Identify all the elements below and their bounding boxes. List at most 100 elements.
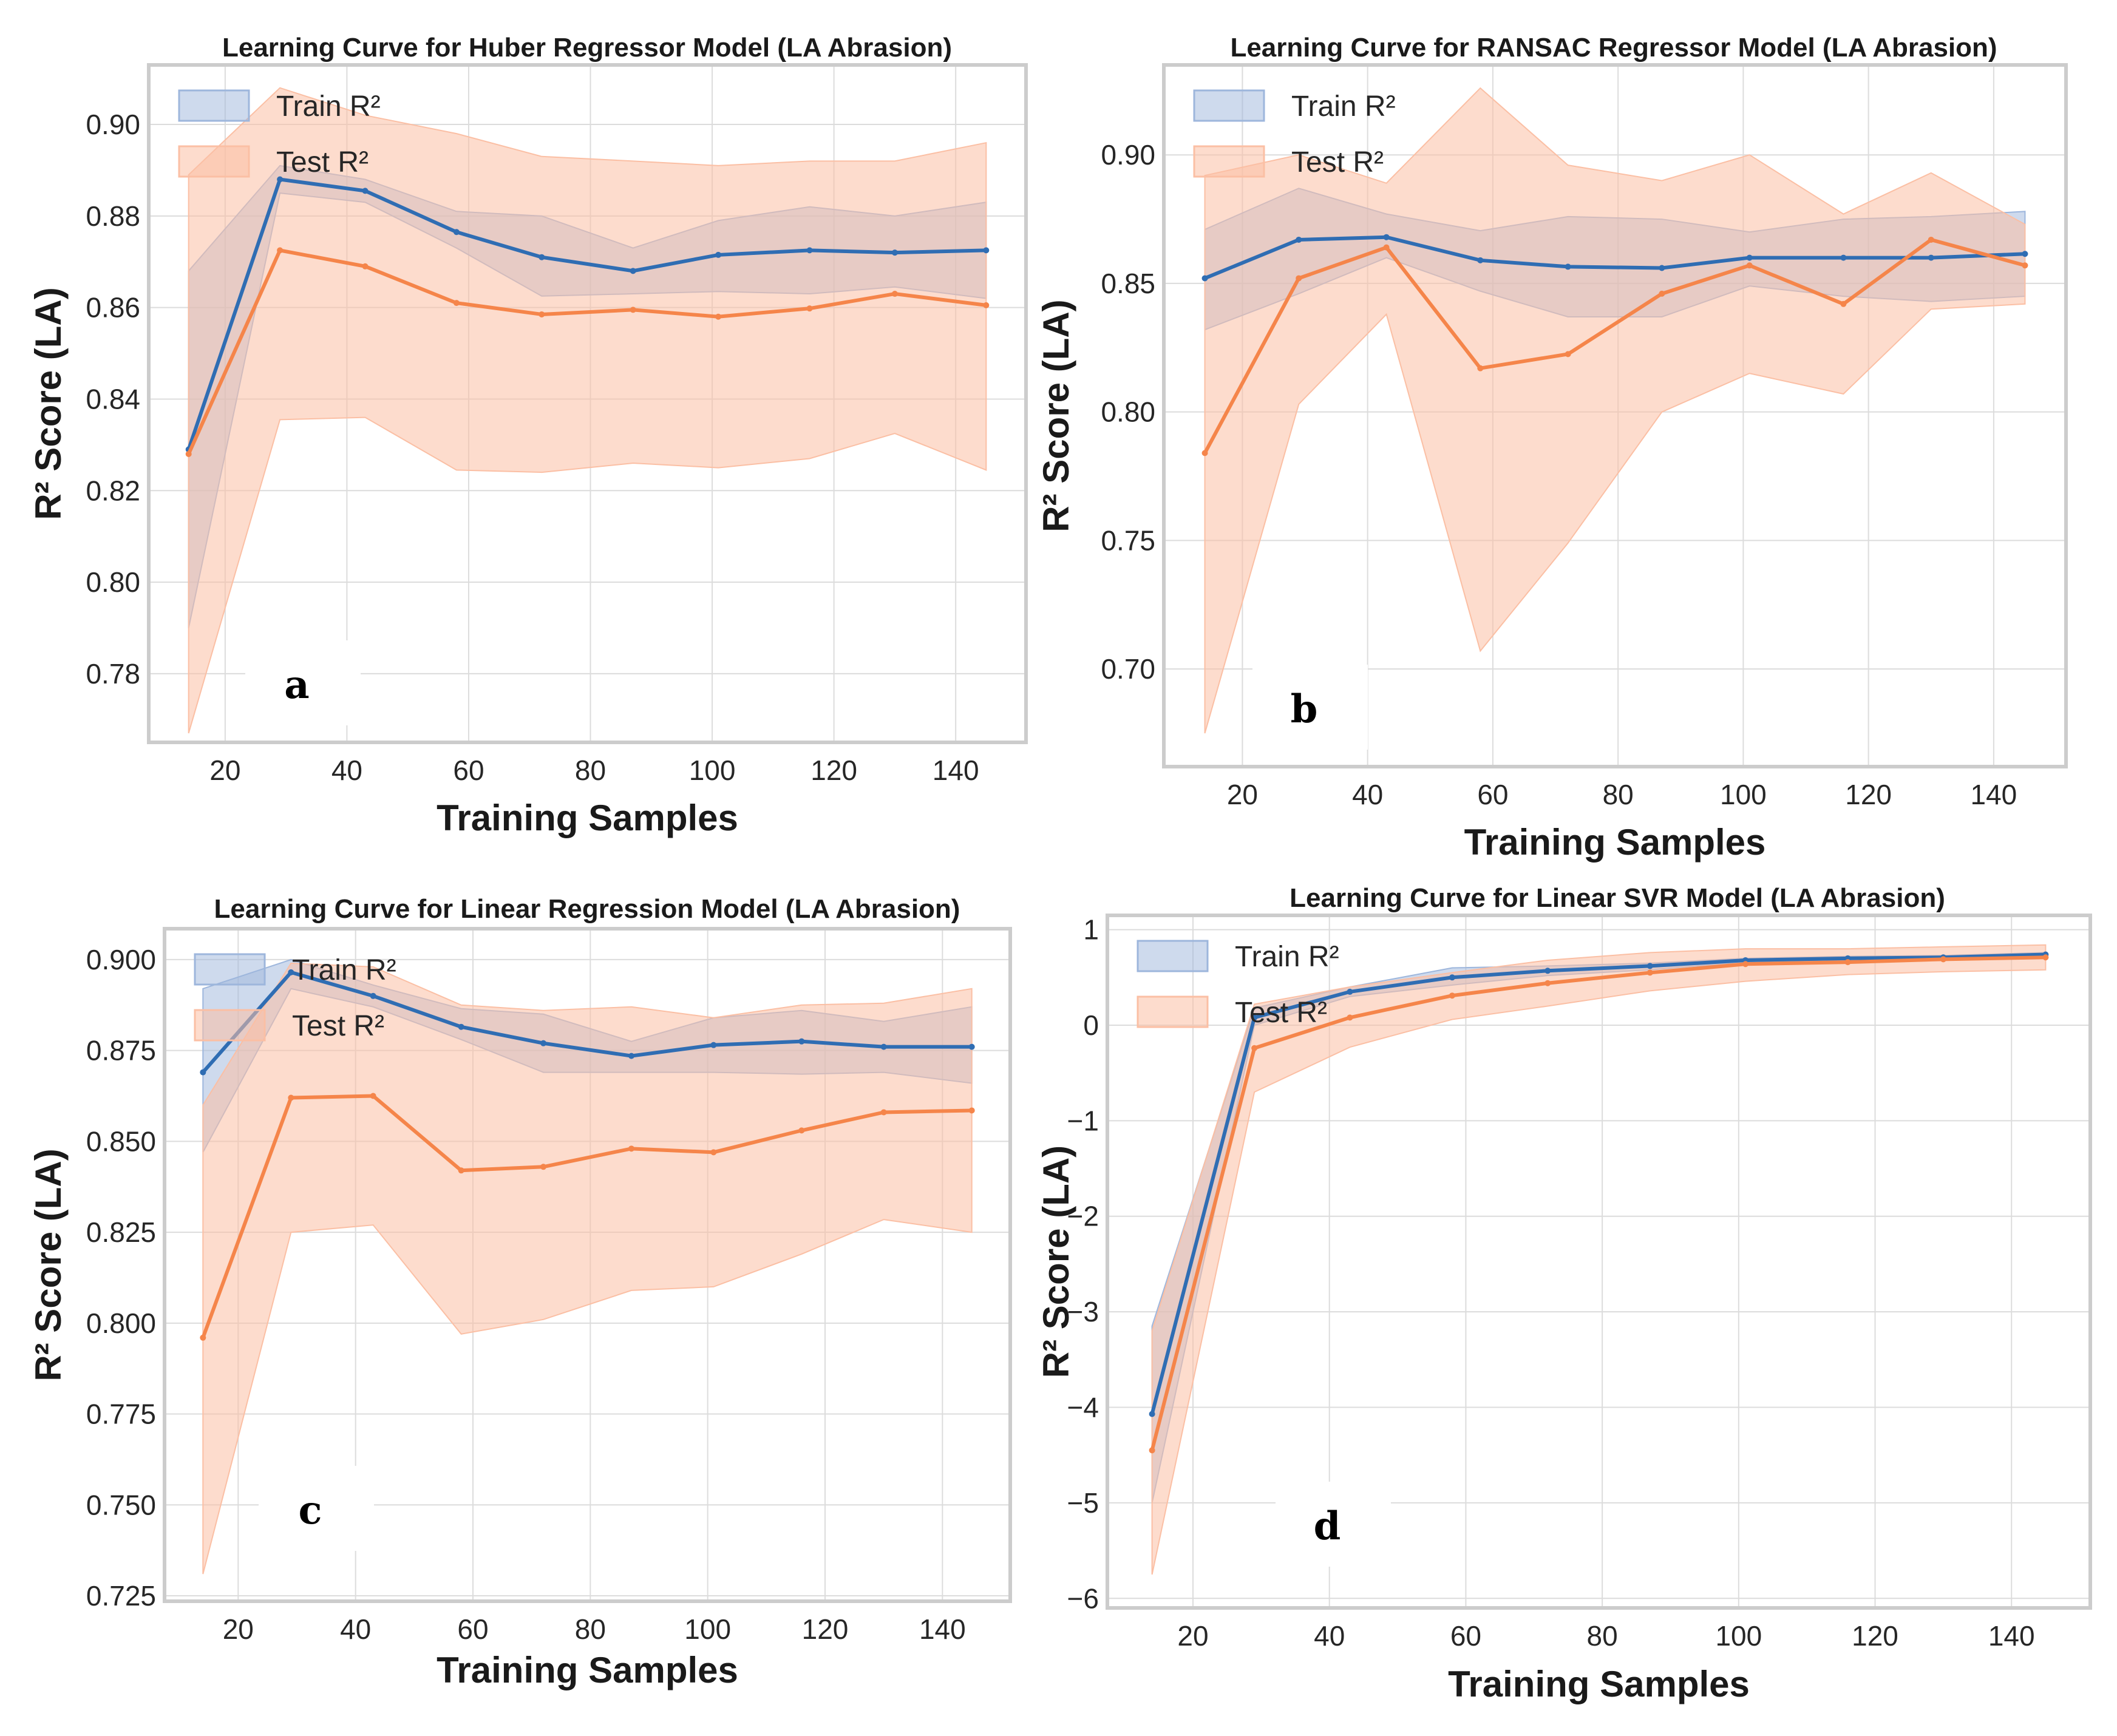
chart-panel-d: 20 40 60 80 100 120 140 −6 −5 −4 −3 −2 −1 0 1 Train R² T…: [1036, 883, 2092, 1704]
x-tick-label: 120: [810, 754, 857, 786]
legend-train-label: Train R²: [292, 954, 396, 986]
test-point: [628, 1145, 635, 1152]
x-tick-label: 20: [223, 1613, 254, 1645]
train-point: [1149, 1411, 1155, 1417]
test-point: [1347, 1014, 1353, 1021]
legend-train-swatch: [178, 89, 250, 122]
plot-frame: [1162, 63, 2068, 768]
train-point: [1201, 275, 1208, 282]
y-tick-label: −4: [1067, 1392, 1099, 1423]
y-tick-label: 0.75: [1101, 524, 1155, 556]
test-point: [1544, 980, 1551, 986]
x-tick-label: 20: [1227, 779, 1258, 810]
test-point: [200, 1334, 206, 1341]
panel-label: b: [1291, 687, 1318, 732]
test-point: [630, 307, 636, 313]
train-point: [806, 247, 813, 254]
y-tick-label: 0.80: [1101, 396, 1155, 428]
train-point: [200, 1069, 206, 1076]
x-axis-label: Training Samples: [437, 1650, 738, 1690]
train-point: [1449, 974, 1455, 981]
x-tick-label: 60: [457, 1613, 488, 1645]
train-point: [2022, 251, 2028, 257]
test-point: [1646, 969, 1653, 976]
chart-title: Learning Curve for Linear SVR Model (LA …: [1290, 883, 1945, 913]
y-tick-label: 0.875: [86, 1035, 156, 1066]
train-point: [370, 992, 376, 999]
test-point: [453, 300, 460, 307]
test-point: [362, 263, 369, 270]
train-point: [1251, 1014, 1258, 1021]
y-axis-label: R² Score (LA): [1036, 299, 1076, 532]
legend-train-swatch: [194, 953, 266, 986]
y-tick-label: 0.80: [86, 566, 140, 598]
y-tick-label: −6: [1067, 1582, 1099, 1614]
train-point: [630, 268, 636, 274]
test-point: [540, 1164, 546, 1170]
train-point: [453, 229, 460, 236]
test-line: [1150, 955, 2046, 1451]
y-tick-label: 0.85: [1101, 268, 1155, 299]
x-tick-label: 80: [575, 1613, 606, 1645]
train-point: [983, 247, 990, 254]
test-point: [539, 311, 545, 317]
y-tick-label: 0.88: [86, 200, 140, 232]
test-point: [715, 313, 722, 320]
y-tick-label: 0.82: [86, 475, 140, 506]
test-band: [188, 87, 987, 734]
y-axis-label: R² Score (LA): [28, 1148, 69, 1381]
x-tick-label: 60: [453, 754, 484, 786]
x-tick-label: 40: [1352, 779, 1383, 810]
test-point: [1940, 956, 1946, 963]
legend-test-label: Test R²: [292, 1010, 384, 1042]
test-point: [891, 291, 898, 297]
panel-label-background: [1252, 665, 1368, 750]
chart-title: Learning Curve for RANSAC Regressor Mode…: [1230, 33, 1997, 63]
x-tick-label: 80: [575, 754, 606, 786]
test-point: [806, 305, 813, 312]
y-axis-label: R² Score (LA): [1036, 1145, 1076, 1378]
plot-frame: [1106, 914, 2092, 1610]
y-tick-label: 0.800: [86, 1307, 156, 1339]
test-point: [1477, 365, 1484, 371]
x-tick-label: 100: [1715, 1620, 1762, 1652]
legend-train-label: Train R²: [1235, 941, 1339, 973]
train-point: [1477, 257, 1484, 263]
legend-train-label: Train R²: [1291, 90, 1396, 123]
x-axis-label: Training Samples: [1448, 1664, 1750, 1704]
chart-panel-a: 20 40 60 80 100 120 140 0.78 0.80 0.82 0.84 0.86 0.8…: [28, 33, 1028, 838]
train-point: [891, 249, 898, 256]
y-tick-label: −2: [1067, 1201, 1099, 1232]
x-tick-label: 60: [1477, 779, 1508, 810]
x-tick-label: 40: [340, 1613, 371, 1645]
train-point: [710, 1042, 717, 1048]
y-tick-label: 0.70: [1101, 653, 1155, 685]
test-point: [370, 1093, 376, 1099]
train-point: [1928, 254, 1934, 261]
test-point: [968, 1107, 975, 1114]
test-point: [1840, 300, 1847, 307]
y-tick-label: 0.775: [86, 1399, 156, 1430]
train-point: [798, 1038, 805, 1045]
x-tick-label: 120: [802, 1613, 849, 1645]
x-tick-label: 20: [209, 754, 240, 786]
x-axis-label: Training Samples: [437, 798, 738, 838]
x-axis-label: Training Samples: [1464, 822, 1766, 863]
train-point: [1544, 968, 1551, 974]
test-point: [277, 247, 284, 254]
test-point: [1659, 290, 1665, 297]
x-tick-label: 40: [1314, 1620, 1345, 1652]
legend-test-label: Test R²: [1235, 997, 1327, 1029]
y-tick-label: −5: [1067, 1487, 1099, 1519]
train-point: [880, 1043, 887, 1050]
y-tick-label: 0.84: [86, 383, 140, 415]
legend-train-label: Train R²: [276, 90, 381, 123]
train-point: [539, 254, 545, 260]
train-line: [202, 970, 972, 1074]
x-tick-label: 140: [919, 1613, 966, 1645]
train-point: [1347, 988, 1353, 995]
y-tick-label: 1: [1083, 914, 1099, 946]
test-line: [186, 248, 987, 455]
train-point: [1646, 963, 1653, 969]
